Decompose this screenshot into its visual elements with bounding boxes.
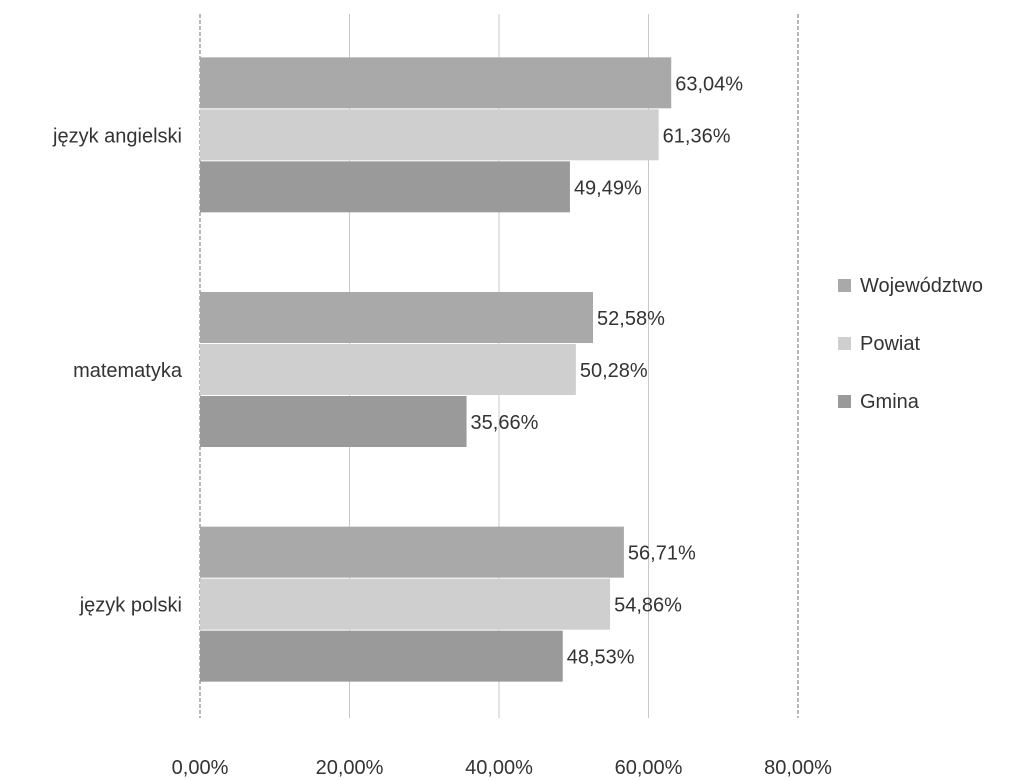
x-tick-label: 0,00%	[172, 757, 229, 779]
category-label: język polski	[79, 595, 182, 617]
category-label: matematyka	[73, 360, 183, 382]
bar	[200, 344, 576, 395]
data-label: 48,53%	[567, 647, 635, 669]
data-label: 35,66%	[471, 412, 539, 434]
data-label: 50,28%	[580, 360, 648, 382]
data-label: 61,36%	[663, 125, 731, 147]
bar	[200, 292, 594, 343]
legend-swatch	[838, 337, 851, 350]
bar	[200, 630, 563, 682]
legend-label: Województwo	[860, 275, 983, 297]
legend-label: Gmina	[860, 391, 920, 413]
data-label: 54,86%	[614, 595, 682, 617]
category-label: język angielski	[52, 125, 182, 147]
x-tick-label: 40,00%	[465, 757, 533, 779]
data-label: 52,58%	[597, 308, 665, 330]
bar	[200, 526, 624, 578]
x-tick-label: 80,00%	[764, 757, 832, 779]
bar	[200, 578, 611, 630]
bar	[200, 109, 659, 161]
data-label: 63,04%	[675, 73, 743, 95]
data-label: 49,49%	[574, 177, 642, 199]
bar	[200, 161, 570, 213]
bar	[200, 396, 467, 447]
bar	[200, 57, 672, 109]
legend-swatch	[838, 279, 851, 292]
data-label: 56,71%	[628, 543, 696, 565]
legend-label: Powiat	[860, 333, 920, 355]
legend-swatch	[838, 395, 851, 408]
x-tick-label: 60,00%	[615, 757, 683, 779]
x-tick-label: 20,00%	[316, 757, 384, 779]
